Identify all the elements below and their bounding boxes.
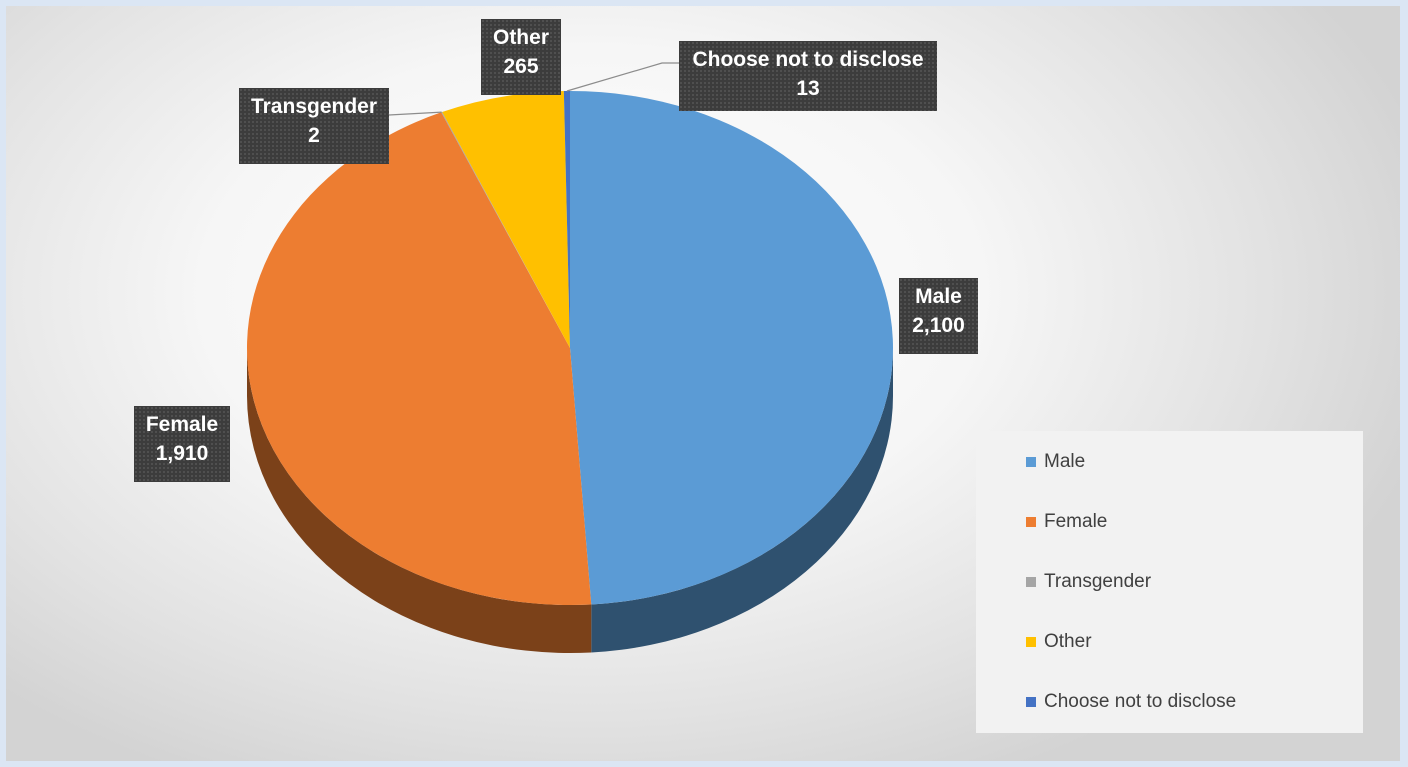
legend-label-choose-not-to-disclose: Choose not to disclose (1044, 691, 1237, 712)
leader-line-choose-not-to-disclose (566, 62, 679, 92)
pie-slice-male (570, 91, 894, 605)
data-label-transgender: Transgender 2 (239, 88, 389, 164)
pie-slice-choose-not-to-disclose (563, 91, 570, 348)
legend-item-transgender: Transgender (1026, 569, 1151, 595)
data-label-male: Male 2,100 (899, 278, 978, 354)
legend-swatch-other (1026, 637, 1036, 647)
data-label-choose-not-to-disclose: Choose not to disclose 13 (679, 41, 937, 111)
legend-item-choose-not-to-disclose: Choose not to disclose (1026, 689, 1236, 715)
legend-label-transgender: Transgender (1044, 571, 1152, 592)
data-label-other: Other 265 (481, 19, 561, 95)
leader-line-transgender (388, 111, 442, 116)
data-label-female: Female 1,910 (134, 406, 230, 482)
chart-area: Male 2,100 Female 1,910 Transgender 2 Ot… (6, 6, 1400, 761)
legend-swatch-female (1026, 517, 1036, 527)
legend-swatch-transgender (1026, 577, 1036, 587)
legend: Male Female Transgender Other Choose not… (976, 431, 1363, 733)
pie-side-male (591, 348, 893, 653)
legend-swatch-choose-not-to-disclose (1026, 697, 1036, 707)
pie-side-female (247, 348, 592, 653)
legend-label-female: Female (1044, 511, 1108, 532)
pie-slice-female (246, 112, 592, 605)
legend-item-female: Female (1026, 509, 1107, 535)
legend-label-other: Other (1044, 631, 1092, 652)
legend-item-other: Other (1026, 629, 1092, 655)
legend-label-male: Male (1044, 451, 1086, 472)
legend-swatch-male (1026, 457, 1036, 467)
legend-item-male: Male (1026, 449, 1085, 475)
pie-chart (246, 62, 894, 653)
pie-slice-other (442, 91, 570, 349)
pie-slice-transgender (441, 112, 570, 348)
